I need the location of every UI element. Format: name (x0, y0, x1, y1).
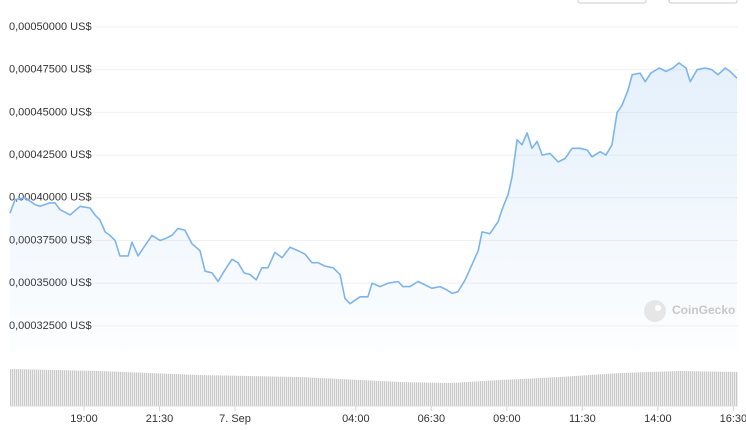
brand-logo-eye (655, 305, 661, 311)
x-tick-label: 14:00 (644, 413, 672, 425)
y-tick-label: 0,00045000 US$ (9, 106, 92, 118)
brand-logo (644, 300, 666, 322)
y-tick-label: 0,00047500 US$ (9, 64, 92, 76)
x-tick-label: 21:30 (146, 413, 174, 425)
price-line (9, 62, 738, 305)
range-button[interactable] (668, 0, 738, 4)
x-tick-label: 11:30 (569, 413, 596, 425)
y-tick-label: 0,00050000 US$ (9, 21, 92, 33)
x-tick-label: 19:00 (70, 413, 98, 425)
watermark: CoinGecko (644, 300, 735, 322)
x-tick-label: 09:00 (493, 413, 521, 425)
x-tick-label: 16:30 (720, 413, 746, 425)
x-tick-label: 7. Sep (219, 413, 251, 425)
volume-bars (10, 369, 738, 406)
range-button[interactable] (577, 0, 647, 4)
x-tick-label: 06:30 (418, 413, 446, 425)
brand-name: CoinGecko (672, 303, 735, 317)
price-area (10, 62, 737, 352)
y-tick-label: 0,00042500 US$ (9, 149, 92, 161)
x-tick-label: 04:00 (342, 413, 370, 425)
